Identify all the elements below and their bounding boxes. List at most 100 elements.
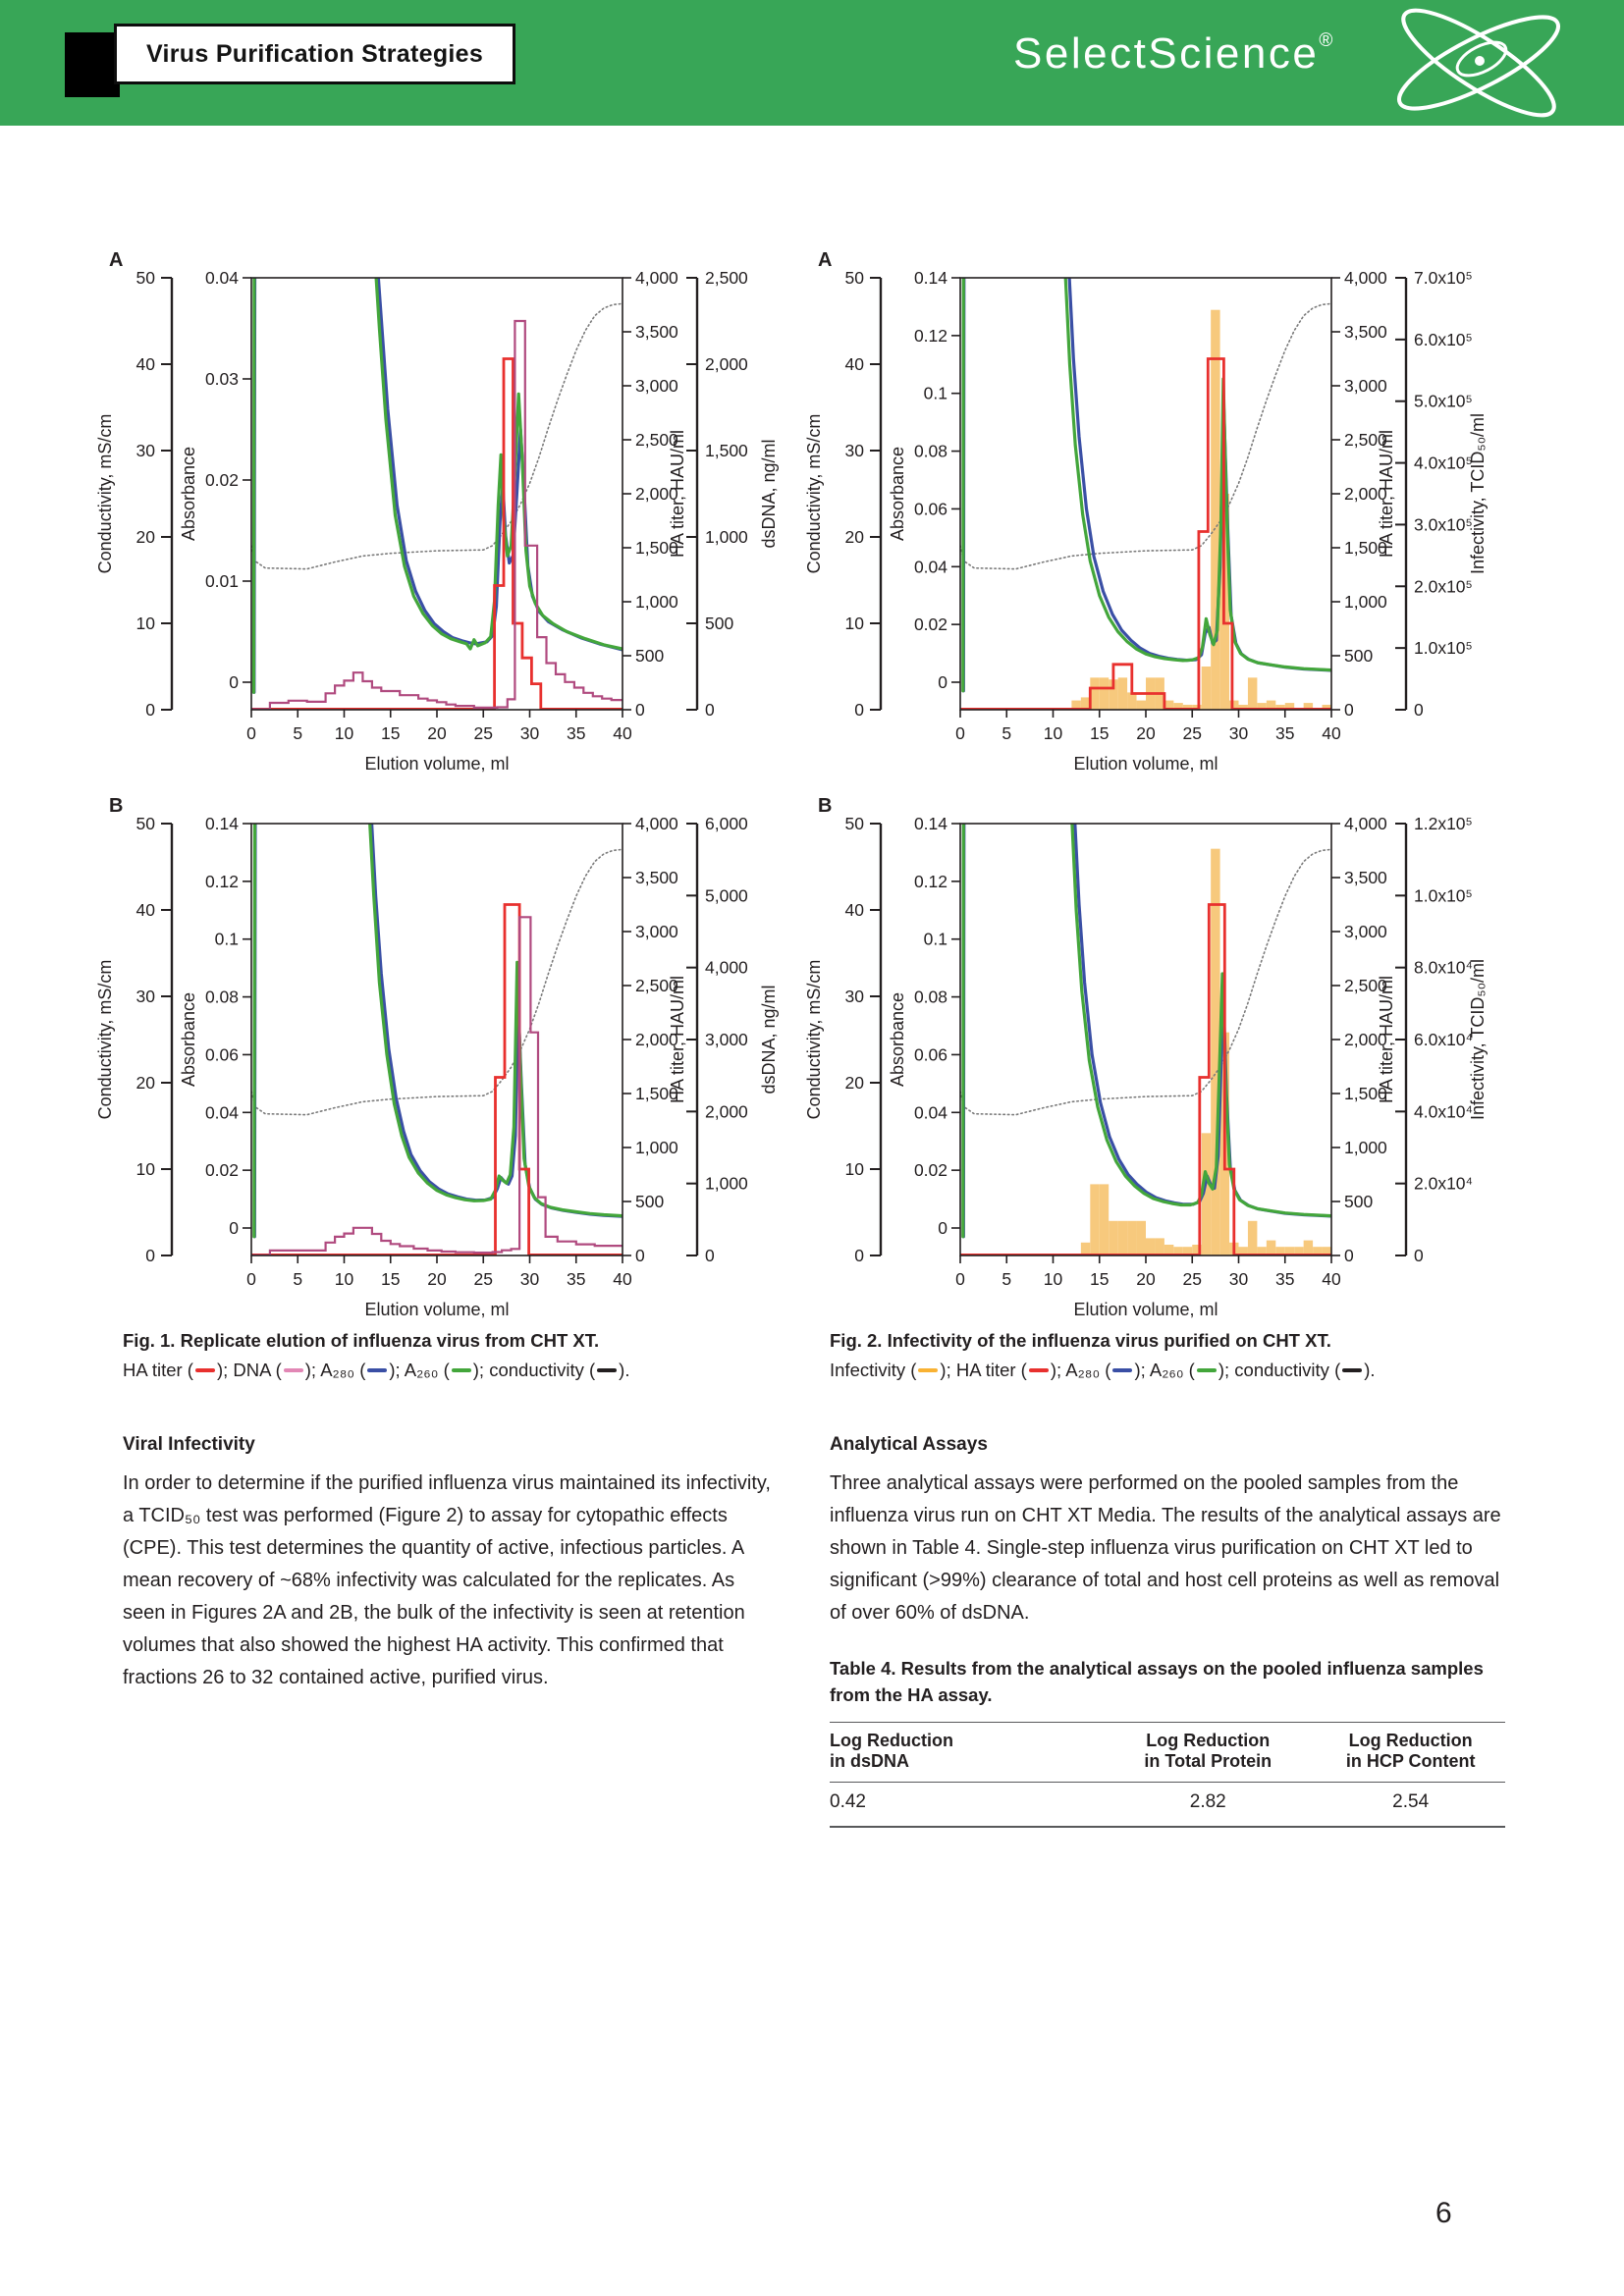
svg-text:40: 40: [613, 723, 632, 743]
svg-text:A: A: [109, 249, 123, 271]
svg-text:HA titer, HAU/ml: HA titer, HAU/ml: [1377, 430, 1396, 558]
svg-text:6.0x10⁵: 6.0x10⁵: [1414, 330, 1473, 349]
svg-text:3,000: 3,000: [635, 376, 678, 396]
legend-dash-dna: [283, 1367, 303, 1372]
svg-text:0: 0: [854, 700, 864, 720]
svg-text:35: 35: [567, 723, 585, 743]
svg-text:6,000: 6,000: [705, 814, 748, 833]
section-heading-analytical-assays: Analytical Assays: [830, 1434, 988, 1455]
page-number: 6: [1435, 2197, 1452, 2229]
svg-text:40: 40: [136, 900, 156, 920]
svg-text:4.0x10⁵: 4.0x10⁵: [1414, 454, 1473, 473]
svg-text:0.08: 0.08: [914, 442, 947, 461]
svg-text:0.06: 0.06: [205, 1044, 239, 1064]
svg-text:4,000: 4,000: [635, 268, 678, 288]
svg-text:20: 20: [136, 527, 156, 547]
svg-text:0: 0: [229, 1218, 239, 1238]
svg-text:10: 10: [136, 614, 156, 633]
svg-text:Absorbance: Absorbance: [888, 447, 907, 541]
svg-text:3,000: 3,000: [1344, 922, 1387, 941]
svg-text:4,000: 4,000: [1344, 268, 1387, 288]
legend-dash-conductivity: [597, 1367, 618, 1372]
svg-text:500: 500: [1344, 646, 1373, 666]
table4-header-row: Log Reduction in dsDNA Log Reduction in To…: [830, 1722, 1505, 1783]
title-black-tab: [65, 32, 120, 97]
svg-text:2.0x10⁴: 2.0x10⁴: [1414, 1174, 1473, 1194]
svg-text:0: 0: [145, 1246, 155, 1265]
svg-text:A: A: [818, 249, 832, 271]
svg-text:0.02: 0.02: [205, 470, 239, 490]
svg-text:2,000: 2,000: [1344, 484, 1387, 504]
svg-text:HA titer, HAU/ml: HA titer, HAU/ml: [1377, 976, 1396, 1103]
svg-text:0: 0: [229, 672, 239, 692]
svg-text:2,500: 2,500: [635, 976, 678, 995]
fig2-caption-legend: Infectivity (); HA titer (); A₂₈₀ (); A₂…: [830, 1360, 1376, 1380]
svg-text:0: 0: [955, 723, 965, 743]
svg-text:0: 0: [1344, 700, 1354, 720]
svg-text:0.02: 0.02: [914, 1160, 947, 1180]
svg-text:0.04: 0.04: [914, 557, 947, 576]
fig2-panel-a-chart: 0 5 10 15 20 25 30 35 40 Elution volume, ml 0 10 20 3…: [792, 240, 1499, 775]
svg-text:30: 30: [845, 987, 865, 1006]
table4-header-total-protein: Log Reduction in Total Protein: [1100, 1722, 1317, 1783]
svg-text:Elution volume, ml: Elution volume, ml: [1073, 754, 1218, 774]
svg-text:Conductivity, mS/cm: Conductivity, mS/cm: [95, 960, 115, 1120]
svg-text:3,000: 3,000: [635, 922, 678, 941]
svg-text:6.0x10⁴: 6.0x10⁴: [1414, 1030, 1473, 1049]
svg-text:15: 15: [381, 1269, 400, 1289]
svg-text:0.04: 0.04: [205, 268, 239, 288]
svg-text:4,000: 4,000: [1344, 814, 1387, 833]
svg-text:Absorbance: Absorbance: [179, 992, 198, 1087]
svg-text:B: B: [818, 795, 832, 817]
svg-text:Conductivity, mS/cm: Conductivity, mS/cm: [95, 414, 115, 574]
svg-text:30: 30: [1229, 1269, 1249, 1289]
legend-dash-a₂₆₀: [451, 1367, 471, 1372]
svg-text:Elution volume, ml: Elution volume, ml: [1073, 1300, 1218, 1319]
legend-dash-ha titer: [1028, 1367, 1049, 1372]
svg-text:1.0x10⁵: 1.0x10⁵: [1414, 638, 1473, 658]
svg-text:dsDNA, ng/ml: dsDNA, ng/ml: [759, 985, 779, 1094]
svg-text:10: 10: [845, 614, 865, 633]
table4: Log Reduction in dsDNA Log Reduction in To…: [830, 1722, 1505, 1828]
document-title-box: Virus Purification Strategies: [65, 24, 516, 97]
svg-text:1,500: 1,500: [1344, 1084, 1387, 1103]
svg-text:0.04: 0.04: [205, 1102, 239, 1122]
svg-text:3,000: 3,000: [1344, 376, 1387, 396]
svg-text:5: 5: [293, 1269, 302, 1289]
svg-text:0.02: 0.02: [914, 614, 947, 634]
svg-text:15: 15: [1090, 723, 1109, 743]
table4-value-dsdna: 0.42: [830, 1791, 866, 1812]
fig1-panel-b-chart: 0 5 10 15 20 25 30 35 40 Elution volume, ml 0 10 20 3…: [83, 786, 790, 1321]
svg-text:0: 0: [705, 1246, 715, 1265]
svg-text:50: 50: [136, 268, 156, 288]
svg-text:0.08: 0.08: [205, 988, 239, 1007]
svg-text:35: 35: [1275, 1269, 1294, 1289]
table4-title: Table 4. Results from the analytical ass…: [830, 1658, 1484, 1705]
svg-text:50: 50: [136, 814, 156, 833]
svg-text:Absorbance: Absorbance: [888, 992, 907, 1087]
svg-text:1,000: 1,000: [705, 527, 748, 547]
table4-value-hcp: 2.54: [1392, 1791, 1430, 1812]
svg-text:0: 0: [955, 1269, 965, 1289]
svg-text:3,500: 3,500: [1344, 868, 1387, 887]
svg-text:4,000: 4,000: [705, 958, 748, 978]
svg-text:10: 10: [1044, 723, 1063, 743]
svg-text:3.0x10⁵: 3.0x10⁵: [1414, 514, 1473, 534]
svg-text:2,000: 2,000: [705, 1101, 748, 1121]
svg-text:1,000: 1,000: [1344, 592, 1387, 612]
fig1-caption-legend: HA titer (); DNA (); A₂₈₀ (); A₂₆₀ (); c…: [123, 1360, 630, 1380]
document-title: Virus Purification Strategies: [114, 24, 516, 84]
svg-text:1,500: 1,500: [635, 1084, 678, 1103]
svg-text:20: 20: [136, 1073, 156, 1093]
svg-text:40: 40: [845, 354, 865, 374]
svg-text:40: 40: [845, 900, 865, 920]
svg-text:5: 5: [293, 723, 302, 743]
svg-text:2,500: 2,500: [1344, 430, 1387, 450]
svg-text:25: 25: [474, 1269, 493, 1289]
svg-text:30: 30: [1229, 723, 1249, 743]
svg-text:HA titer, HAU/ml: HA titer, HAU/ml: [668, 976, 687, 1103]
svg-text:4,000: 4,000: [635, 814, 678, 833]
left-column: Fig. 1. Replicate elution of influenza v…: [123, 1327, 779, 1694]
svg-text:Absorbance: Absorbance: [179, 447, 198, 541]
viral-infectivity-paragraph: In order to determine if the purified in…: [123, 1472, 771, 1688]
